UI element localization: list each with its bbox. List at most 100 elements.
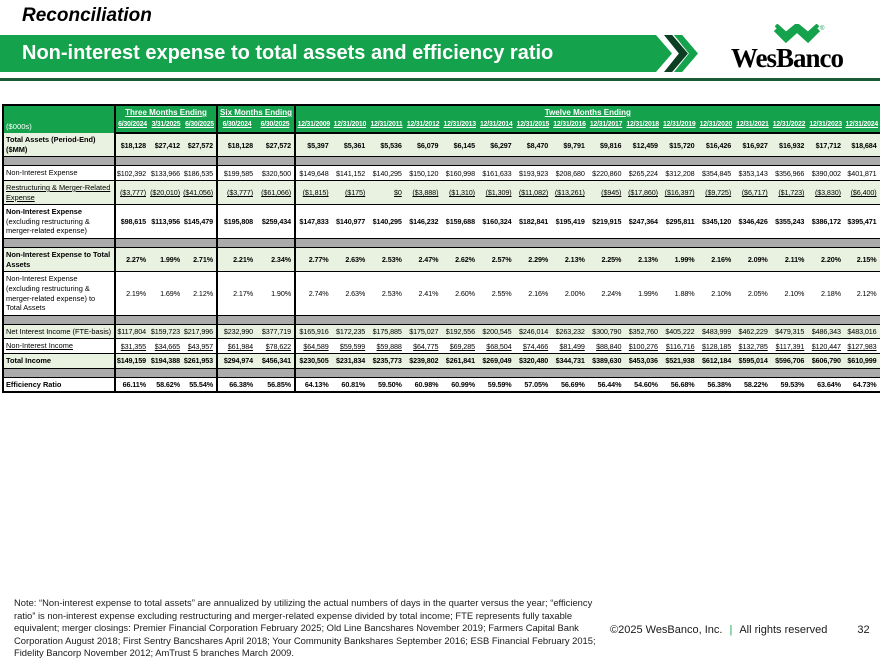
cell: $145,479 [183, 204, 218, 239]
cell: $194,388 [149, 353, 183, 369]
column-header: 12/31/2024 [843, 119, 880, 134]
cell: $195,419 [551, 204, 588, 239]
row-label: Restructuring & Merger-Related Expense [3, 180, 116, 206]
cell: $199,585 [216, 165, 257, 181]
cell: $5,397 [294, 133, 332, 158]
column-group-label: Twelve Months Ending [294, 105, 880, 119]
cell: $595,014 [734, 353, 771, 369]
cell: $352,760 [624, 324, 661, 340]
cell: 56.69% [551, 377, 588, 393]
cell: 2.21% [216, 247, 257, 273]
rights-text: All rights reserved [739, 624, 828, 636]
cell: $149,648 [294, 165, 332, 181]
table-row: Total Income $149,159 $194,388 $261,953 $294… [3, 353, 880, 369]
cell: 64.13% [294, 377, 332, 393]
cell: $483,016 [843, 324, 880, 340]
cell: 1.69% [149, 271, 183, 316]
cell: 2.62% [441, 247, 478, 273]
cell: $132,785 [734, 338, 771, 354]
cell: 2.13% [624, 247, 661, 273]
cell: $195,808 [216, 204, 257, 239]
cell: $456,341 [256, 353, 296, 369]
cell: 2.71% [183, 247, 218, 273]
cell: 2.47% [404, 247, 442, 273]
cell: 54.60% [624, 377, 661, 393]
column-header: 12/31/2022 [770, 119, 808, 134]
column-header: 12/31/2017 [587, 119, 625, 134]
wesbanco-logo: ® WesBanco [712, 24, 862, 72]
cell: 59.50% [368, 377, 405, 393]
cell: 2.11% [770, 247, 808, 273]
cell: 60.99% [441, 377, 478, 393]
cell: $16,932 [770, 133, 808, 158]
cell: 2.12% [843, 271, 880, 316]
cell: 56.38% [697, 377, 735, 393]
cell: ($61,066) [256, 180, 296, 206]
cell: $453,036 [624, 353, 661, 369]
column-header: 12/31/2013 [441, 119, 478, 134]
column-header: 12/31/2009 [294, 119, 332, 134]
cell: 2.16% [514, 271, 552, 316]
cell: $596,706 [770, 353, 808, 369]
cell: $140,295 [368, 204, 405, 239]
table-row: Total Assets (Period-End) ($MM) $18,128 $2… [3, 133, 880, 158]
cell: $18,128 [114, 133, 149, 158]
cell: $353,143 [734, 165, 771, 181]
cell: 2.63% [331, 271, 369, 316]
cell: $175,885 [368, 324, 405, 340]
cell: 59.53% [770, 377, 808, 393]
cell: ($3,830) [807, 180, 844, 206]
cell: $606,790 [807, 353, 844, 369]
row-label: Total Income [3, 353, 116, 369]
cell: $140,295 [368, 165, 405, 181]
cell: $160,324 [477, 204, 515, 239]
cell: 2.00% [551, 271, 588, 316]
cell: ($9,725) [697, 180, 735, 206]
column-header: 12/31/2015 [514, 119, 552, 134]
cell: ($41,056) [183, 180, 218, 206]
cell: 64.73% [843, 377, 880, 393]
cell: $269,049 [477, 353, 515, 369]
cell: $98,615 [114, 204, 149, 239]
cell: $16,927 [734, 133, 771, 158]
title-banner: Non-interest expense to total assets and… [0, 35, 672, 72]
row-label: Non-Interest Expense (excluding restruct… [3, 271, 116, 316]
cell: $117,804 [114, 324, 149, 340]
column-header: 12/31/2019 [660, 119, 698, 134]
svg-text:®: ® [820, 25, 825, 32]
cell: $100,276 [624, 338, 661, 354]
cell: 2.09% [734, 247, 771, 273]
copyright-text: ©2025 WesBanco, Inc. [610, 624, 723, 636]
cell: $88,840 [587, 338, 625, 354]
table-row: Non-Interest Expense to Total Assets 2.27… [3, 247, 880, 273]
cell: ($3,777) [216, 180, 257, 206]
cell: $182,841 [514, 204, 552, 239]
cell: $64,775 [404, 338, 442, 354]
cell: $160,998 [441, 165, 478, 181]
cell: 63.64% [807, 377, 844, 393]
cell: ($11,082) [514, 180, 552, 206]
cell: $9,816 [587, 133, 625, 158]
slide-kicker: Reconciliation [22, 5, 152, 26]
cell: 2.53% [368, 271, 405, 316]
column-header: 12/31/2012 [404, 119, 442, 134]
cell: ($6,717) [734, 180, 771, 206]
cell: 1.99% [149, 247, 183, 273]
cell: 1.88% [660, 271, 698, 316]
header-group-row: ($000s) Three Months Ending Six Months End… [3, 105, 880, 133]
cell: $9,791 [551, 133, 588, 158]
column-header: 12/31/2016 [551, 119, 588, 134]
cell: $69,285 [441, 338, 478, 354]
cell: $16,426 [697, 133, 735, 158]
cell: $246,014 [514, 324, 552, 340]
cell: 2.27% [114, 247, 149, 273]
cell: $208,680 [551, 165, 588, 181]
cell: 2.53% [368, 247, 405, 273]
column-group-label: Three Months Ending [113, 105, 218, 119]
cell: $320,480 [514, 353, 552, 369]
cell: 1.99% [624, 271, 661, 316]
table-row: Non-Interest Expense $102,392 $133,966 $186… [3, 165, 880, 181]
cell: 2.34% [256, 247, 296, 273]
row-label: Non-Interest Expense [3, 165, 116, 181]
cell: $193,923 [514, 165, 552, 181]
